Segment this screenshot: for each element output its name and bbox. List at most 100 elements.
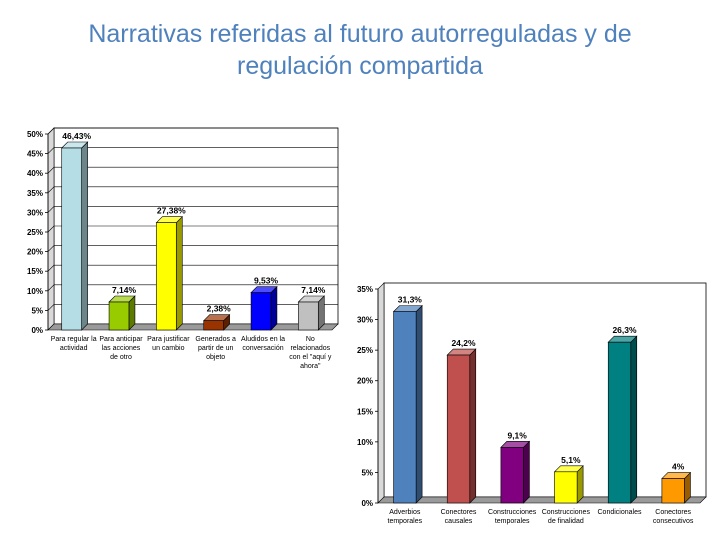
c2-category-label-line: temporales xyxy=(495,518,530,525)
c2-bar-6 xyxy=(661,471,692,504)
c1-bar-4 xyxy=(203,313,231,331)
c1-y-tick-label: 45% xyxy=(27,150,43,159)
c1-category-label-line: relacionados xyxy=(290,345,330,352)
c1-bar-side xyxy=(175,215,183,331)
c2-bar-3 xyxy=(500,440,531,504)
c1-category-label-line: conversación xyxy=(242,345,283,352)
c2-bar-front xyxy=(393,311,417,504)
c2-y-tick-label: 15% xyxy=(357,407,373,416)
c1-y-tick-label: 30% xyxy=(27,208,43,217)
c1-category-label-4: Generados a partir de un objeto xyxy=(195,336,236,361)
c2-bar-front xyxy=(554,471,578,504)
c1-bar-1 xyxy=(61,141,89,331)
slide-title-line-2: regulación compartida xyxy=(237,52,483,80)
c2-bar-front xyxy=(661,478,685,504)
c1-gridline xyxy=(47,147,338,154)
c1-y-tick-label: 5% xyxy=(31,306,43,315)
c2-data-label-5: 26,3% xyxy=(612,325,637,335)
c1-category-label-line: ahora" xyxy=(300,363,321,370)
c2-y-tick-label: 10% xyxy=(357,438,373,447)
c1-category-label-3: Para justificar un cambio xyxy=(147,336,190,352)
c1-gridline xyxy=(47,284,338,292)
c1-category-label-2: Para anticipar las acciones de otro xyxy=(99,336,143,361)
c2-category-label-5: Condicionales xyxy=(598,509,642,516)
c1-category-label-line: de otro xyxy=(110,354,132,361)
c2-bar-front xyxy=(446,354,471,504)
c1-category-label-line: No xyxy=(306,336,315,343)
c2-y-tick-label: 25% xyxy=(357,346,373,355)
c1-category-label-line: partir de un xyxy=(198,345,234,352)
c1-gridline xyxy=(47,225,338,233)
c2-y-tick-label: 0% xyxy=(361,499,373,508)
c1-gridline xyxy=(47,206,338,213)
c1-bar-side xyxy=(81,141,88,331)
slide-title-line-1: Narrativas referidas al futuro autorregu… xyxy=(88,20,632,48)
c2-bar-4 xyxy=(553,465,584,504)
c1-y-tick-label: 10% xyxy=(27,287,43,296)
c1-y-tick-label: 50% xyxy=(27,130,43,139)
c2-bar-side xyxy=(469,348,477,504)
c2-bar-side xyxy=(415,304,423,504)
c1-category-label-1: Para regular la actividad xyxy=(51,336,97,352)
c2-data-label-4: 5,1% xyxy=(561,455,581,465)
slide-title: Narrativas referidas al futuro autorregu… xyxy=(10,18,710,82)
c2-bar-side xyxy=(630,335,638,504)
c2-data-label-3: 9,1% xyxy=(507,430,527,440)
c2-y-tick-label: 30% xyxy=(357,316,373,325)
c2-category-label-line: Conectores xyxy=(655,509,691,516)
c1-category-label-line: objeto xyxy=(206,354,225,361)
c2-data-label-6: 4% xyxy=(672,462,685,472)
c1-bar-front xyxy=(250,292,272,331)
c2-side-wall xyxy=(377,282,385,504)
c2-bar-side xyxy=(523,440,530,504)
c1-category-label-6: No relacionados con el "aquí y ahora" xyxy=(289,336,332,370)
c1-bar-front xyxy=(298,301,319,331)
c1-y-tick-label: 25% xyxy=(27,228,43,237)
c1-category-label-line: actividad xyxy=(60,345,88,352)
c2-category-label-6: Conectores consecutivos xyxy=(653,509,694,525)
c2-floor xyxy=(377,496,707,504)
c2-category-label-3: Construcciones temporales xyxy=(488,509,537,525)
c1-gridline xyxy=(47,127,338,135)
c2-category-label-line: de finalidad xyxy=(548,518,584,525)
c2-category-label-line: temporales xyxy=(388,518,423,525)
c2-data-label-2: 24,2% xyxy=(451,338,476,348)
c1-bar-5 xyxy=(250,285,278,331)
c1-bar-front xyxy=(203,320,224,331)
c1-data-label-6: 7,14% xyxy=(301,285,326,295)
c1-data-label-1: 46,43% xyxy=(62,131,91,141)
c1-gridline xyxy=(47,264,338,272)
c1-category-label-5: Aludidos en la conversación xyxy=(241,336,285,352)
c1-data-label-2: 7,14% xyxy=(112,285,137,295)
c1-category-label-line: con el "aquí y xyxy=(289,354,332,361)
c2-category-label-1: Adverbios temporales xyxy=(388,509,423,525)
chart-narrativas: 0% 5% 10% 15% 20% 25% 30% 35% 40% 45% 50% 46,43% Par… xyxy=(27,127,339,370)
c1-y-tick-label: 0% xyxy=(31,326,43,335)
c2-bar-5 xyxy=(607,335,638,504)
c1-bar-front xyxy=(108,301,130,331)
c2-y-tick-label: 35% xyxy=(357,285,373,294)
c1-gridline xyxy=(47,186,338,194)
c1-category-label-line: Aludidos en la xyxy=(241,336,285,343)
c2-bar-front xyxy=(500,447,524,504)
c2-bar-1 xyxy=(392,304,423,504)
c2-category-label-line: Construcciones xyxy=(542,509,591,516)
c2-bar-side xyxy=(576,465,584,504)
c1-category-label-line: las acciones xyxy=(102,345,141,352)
c1-y-tick-label: 20% xyxy=(27,248,43,257)
c1-category-label-line: Para justificar xyxy=(147,336,190,343)
c1-gridline xyxy=(47,245,338,252)
c2-category-label-line: Construcciones xyxy=(488,509,537,516)
c2-category-label-line: Condicionales xyxy=(598,509,642,516)
c1-gridline xyxy=(47,166,338,174)
c2-category-label-line: consecutivos xyxy=(653,518,694,525)
c2-y-tick-label: 5% xyxy=(361,468,373,477)
c2-category-label-2: Conectores causales xyxy=(441,509,477,525)
c1-floor xyxy=(47,323,339,331)
c1-bar-2 xyxy=(108,295,136,331)
c2-data-label-1: 31,3% xyxy=(398,295,423,305)
chart-conectores: 0% 5% 10% 15% 20% 25% 30% 35% 31,3% Adverbios temp… xyxy=(357,282,707,525)
c1-bar-front xyxy=(61,147,82,331)
c1-bar-side xyxy=(270,285,278,331)
c2-bar-2 xyxy=(446,348,477,504)
